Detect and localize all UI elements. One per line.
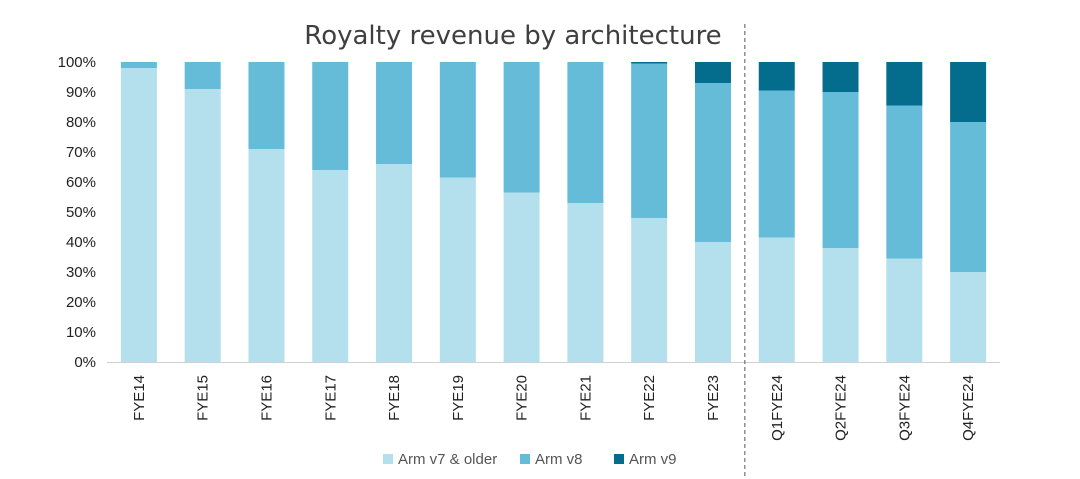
bars: [107, 24, 1000, 477]
x-tick-label: FYE14: [131, 375, 148, 421]
bar-segment-Q4FYE24-series-2: [950, 62, 987, 122]
y-tick-label: 70%: [66, 144, 96, 161]
bar-segment-FYE18-series-1: [376, 62, 413, 164]
bar-segment-FYE17-series-0: [312, 170, 349, 362]
bar-segment-FYE21-series-1: [567, 62, 604, 203]
y-tick-label: 10%: [66, 324, 96, 341]
chart-title: Royalty revenue by architecture: [304, 21, 721, 51]
bar-segment-FYE14-series-0: [120, 68, 157, 362]
bar-segment-Q1FYE24-series-2: [758, 62, 795, 91]
legend-label: Arm v7 & older: [398, 451, 497, 468]
x-tick-label: FYE19: [450, 375, 467, 421]
bar-segment-FYE19-series-1: [439, 62, 476, 178]
y-tick-label: 20%: [66, 294, 96, 311]
legend-label: Arm v8: [535, 451, 583, 468]
legend-swatch: [383, 454, 393, 464]
bar-segment-Q1FYE24-series-0: [758, 237, 795, 362]
y-tick-label: 60%: [66, 174, 96, 191]
bar-segment-FYE20-series-1: [503, 62, 540, 193]
y-tick-label: 40%: [66, 234, 96, 251]
bar-segment-FYE22-series-0: [631, 218, 668, 362]
x-tick-label: FYE16: [258, 375, 275, 421]
bar-segment-Q3FYE24-series-1: [886, 105, 923, 259]
bar-segment-Q2FYE24-series-2: [822, 62, 859, 92]
bar-segment-Q3FYE24-series-0: [886, 258, 923, 362]
x-tick-label: FYE15: [195, 375, 212, 421]
legend-swatch: [614, 454, 624, 464]
bar-segment-FYE15-series-0: [184, 89, 221, 362]
bar-segment-FYE22-series-1: [631, 63, 668, 218]
legend-swatch: [520, 454, 530, 464]
y-tick-label: 30%: [66, 264, 96, 281]
bar-segment-FYE23-series-0: [694, 242, 731, 362]
x-tick-label: FYE22: [641, 375, 658, 421]
x-tick-label: FYE20: [514, 375, 531, 421]
bar-segment-FYE18-series-0: [376, 164, 413, 362]
bar-segment-FYE14-series-1: [120, 62, 157, 68]
bar-segment-FYE20-series-0: [503, 192, 540, 362]
bar-segment-FYE19-series-0: [439, 177, 476, 362]
y-axis: 0% 10% 20% 30% 40% 50% 60% 70% 80% 90% 100%: [58, 54, 96, 371]
bar-segment-FYE22-series-2: [631, 62, 668, 64]
x-tick-label: FYE23: [705, 375, 722, 421]
bar-segment-Q1FYE24-series-1: [758, 90, 795, 238]
legend-label: Arm v9: [629, 451, 677, 468]
bar-segment-FYE21-series-0: [567, 203, 604, 362]
bar-segment-FYE16-series-0: [248, 149, 285, 362]
x-tick-label: Q4FYE24: [960, 375, 977, 441]
y-tick-label: 50%: [66, 204, 96, 221]
y-tick-label: 0%: [74, 354, 96, 371]
x-tick-label: Q2FYE24: [833, 375, 850, 441]
bar-segment-Q2FYE24-series-0: [822, 248, 859, 362]
bar-segment-FYE23-series-2: [694, 62, 731, 83]
y-tick-label: 100%: [58, 54, 96, 71]
x-tick-label: FYE21: [577, 375, 594, 421]
y-tick-label: 80%: [66, 114, 96, 131]
x-tick-label: Q3FYE24: [896, 375, 913, 441]
bar-segment-FYE15-series-1: [184, 62, 221, 89]
bar-segment-Q3FYE24-series-2: [886, 62, 923, 106]
x-tick-label: FYE18: [386, 375, 403, 421]
bar-segment-Q4FYE24-series-0: [950, 272, 987, 362]
bar-segment-Q2FYE24-series-1: [822, 92, 859, 248]
y-tick-label: 90%: [66, 84, 96, 101]
bar-segment-FYE16-series-1: [248, 62, 285, 149]
bar-segment-Q4FYE24-series-1: [950, 122, 987, 272]
bar-segment-FYE17-series-1: [312, 62, 349, 170]
x-axis: FYE14 FYE15 FYE16 FYE17 FYE18 FYE19 FYE20 FYE21…: [131, 375, 977, 441]
bar-segment-FYE23-series-1: [694, 83, 731, 242]
legend: Arm v7 & older Arm v8 Arm v9: [383, 451, 677, 468]
x-tick-label: Q1FYE24: [769, 375, 786, 441]
x-tick-label: FYE17: [322, 375, 339, 421]
